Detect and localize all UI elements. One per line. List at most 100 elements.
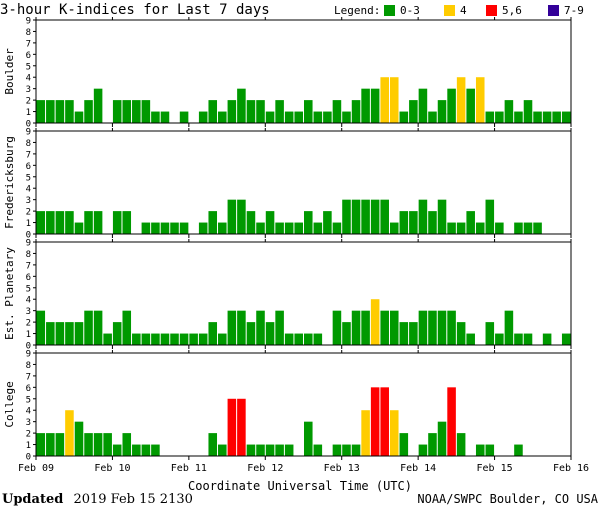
k-index-bar [437, 100, 447, 123]
k-index-bar [313, 333, 323, 345]
k-index-bar [208, 211, 218, 234]
y-tick-label: 9 [26, 239, 31, 249]
k-index-bar [523, 100, 533, 123]
k-index-bar [74, 322, 84, 345]
y-tick-label: 9 [26, 17, 31, 27]
k-index-bar [370, 299, 380, 345]
k-index-bar [304, 333, 313, 345]
k-index-bar [351, 199, 361, 234]
k-index-bar [93, 433, 103, 456]
k-index-bar [122, 433, 132, 456]
k-index-bar [198, 111, 208, 123]
k-index-bar [93, 88, 103, 123]
y-tick-label: 2 [26, 430, 31, 440]
k-index-bar [380, 387, 389, 456]
k-index-bar [409, 211, 418, 234]
k-index-bar [399, 322, 409, 345]
y-tick-label: 7 [26, 372, 31, 382]
k-index-bar [265, 322, 275, 345]
k-index-bar [361, 199, 370, 234]
k-index-bar [179, 222, 189, 234]
y-tick-label: 5 [26, 395, 31, 405]
k-index-bar [160, 222, 170, 234]
k-index-bar [141, 100, 151, 123]
k-index-bar [132, 100, 141, 123]
y-tick-label: 5 [26, 284, 31, 294]
k-index-bar [151, 444, 160, 456]
k-index-bar [389, 410, 399, 456]
k-index-bar [141, 444, 151, 456]
k-index-bar [533, 222, 542, 234]
k-index-bar [74, 421, 84, 456]
k-index-bar [342, 322, 351, 345]
k-index-bar [170, 333, 179, 345]
k-index-bar [542, 111, 552, 123]
k-index-bar [151, 222, 160, 234]
panel-label: Boulder [3, 48, 16, 95]
k-index-bar [237, 199, 246, 234]
k-index-bar [428, 211, 437, 234]
k-index-bar [151, 333, 160, 345]
k-index-bar [122, 310, 132, 345]
panel-college: 0 12 34 56 789 College [3, 350, 572, 463]
k-index-bar [189, 333, 198, 345]
k-index-bar [533, 111, 542, 123]
k-index-bar [256, 100, 265, 123]
k-index-bar [275, 310, 284, 345]
k-index-bar [218, 333, 227, 345]
y-tick-label: 1 [26, 108, 31, 118]
k-index-bar [456, 77, 466, 123]
k-index-bar [284, 111, 294, 123]
k-index-bar [112, 100, 122, 123]
y-tick-label: 8 [26, 361, 31, 371]
k-index-bar [409, 100, 418, 123]
k-index-bar [265, 211, 275, 234]
footer-credit: NOAA/SWPC Boulder, CO USA [417, 492, 598, 506]
panel-label: College [3, 381, 16, 427]
k-index-bar [55, 100, 65, 123]
k-index-bar [198, 222, 208, 234]
k-index-bar [74, 222, 84, 234]
k-index-bar [46, 433, 55, 456]
k-index-bar [179, 333, 189, 345]
y-tick-label: 2 [26, 208, 31, 218]
k-index-bar [313, 222, 323, 234]
k-index-bar [84, 211, 93, 234]
k-index-bar [542, 333, 552, 345]
footer-updated-label: Updated [2, 492, 63, 507]
k-index-bar [284, 333, 294, 345]
y-tick-label: 5 [26, 173, 31, 183]
k-index-bar [418, 199, 428, 234]
k-index-bar [399, 433, 409, 456]
k-index-bar [332, 310, 342, 345]
k-index-bar [514, 222, 523, 234]
panel-frame [35, 352, 572, 457]
k-index-bar [332, 222, 342, 234]
y-tick-label: 9 [26, 350, 31, 360]
k-index-bar [237, 88, 246, 123]
legend-swatch-5-6 [486, 5, 497, 16]
footer-updated-value: 2019 Feb 15 2130 [73, 492, 192, 507]
k-index-bar [170, 222, 179, 234]
k-index-bar [103, 333, 112, 345]
y-tick-label: 2 [26, 319, 31, 329]
k-index-bar [227, 398, 237, 456]
k-index-bar [342, 111, 351, 123]
k-index-bar [523, 222, 533, 234]
k-index-bar [428, 111, 437, 123]
k-index-bar [323, 111, 332, 123]
k-index-bar [65, 410, 74, 456]
k-index-bar [246, 100, 256, 123]
y-tick-label: 3 [26, 85, 31, 95]
k-index-bar [399, 211, 409, 234]
y-tick-label: 6 [26, 162, 31, 172]
k-index-bar [447, 222, 456, 234]
k-index-bar [552, 111, 561, 123]
k-index-bar [84, 310, 93, 345]
y-tick-label: 1 [26, 219, 31, 229]
k-index-bar [323, 211, 332, 234]
k-index-bar [485, 111, 495, 123]
k-index-bar [151, 111, 160, 123]
k-index-bar [495, 222, 504, 234]
k-index-bar [361, 410, 370, 456]
